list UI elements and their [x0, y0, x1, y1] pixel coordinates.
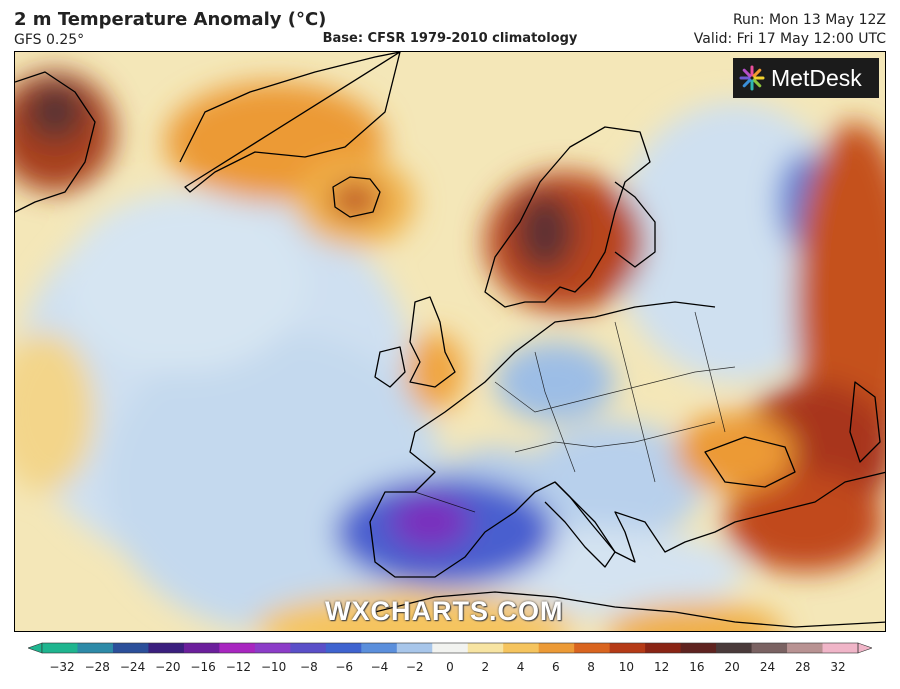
colorbar-swatch: [148, 643, 185, 653]
colorbar-tick-label: −4: [371, 660, 389, 674]
colorbar-arrow-high: [857, 642, 872, 654]
colorbar-swatch: [467, 643, 504, 653]
colorbar-tick-label: −6: [335, 660, 353, 674]
metdesk-star-icon: [739, 65, 765, 91]
colorbar-swatch: [325, 643, 362, 653]
colorbar-tick-label: −8: [300, 660, 318, 674]
colorbar-tick-label: 28: [795, 660, 810, 674]
colorbar-tick-label: −2: [406, 660, 424, 674]
colorbar-swatch: [396, 643, 433, 653]
colorbar-swatch: [645, 643, 682, 653]
model-label: GFS 0.25°: [14, 32, 85, 48]
wxcharts-watermark: WXCHARTS.COM: [325, 596, 564, 626]
colorbar-tick-label: −24: [120, 660, 145, 674]
anomaly-field: [15, 52, 885, 631]
colorbar-swatch: [432, 643, 469, 653]
colorbar-tick-label: −28: [85, 660, 110, 674]
colorbar-tick-label: 2: [481, 660, 489, 674]
colorbar-swatch: [503, 643, 540, 653]
colorbar-tick-label: 8: [587, 660, 595, 674]
colorbar-swatch: [751, 643, 788, 653]
colorbar-swatch: [219, 643, 256, 653]
colorbar-swatch: [822, 643, 859, 653]
colorbar-swatch: [361, 643, 398, 653]
colorbar-tick-label: 6: [552, 660, 560, 674]
colorbar-swatch: [538, 643, 575, 653]
valid-time-label: Valid: Fri 17 May 12:00 UTC: [693, 31, 886, 47]
colorbar-swatch: [183, 643, 220, 653]
colorbar-swatch: [574, 643, 611, 653]
run-time-label: Run: Mon 13 May 12Z: [732, 12, 886, 28]
climatology-base-label: Base: CFSR 1979-2010 climatology: [322, 31, 578, 46]
colorbar-swatch: [42, 643, 78, 653]
colorbar-tick-label: −32: [49, 660, 74, 674]
colorbar-tick-label: −10: [261, 660, 286, 674]
colorbar-tick-label: 0: [446, 660, 454, 674]
colorbar-tick-labels: −32 −28 −24 −20 −16 −12 −10 −8 −6 −4 −2 0 2 4 6 8 10 12 16…: [49, 660, 845, 674]
colorbar-tick-label: −20: [155, 660, 180, 674]
colorbar-tick-label: −16: [190, 660, 215, 674]
colorbar-tick-label: 20: [725, 660, 740, 674]
colorbar-tick-label: 16: [689, 660, 704, 674]
metdesk-logo-text: MetDesk: [771, 64, 862, 91]
colorbar-tick-label: 32: [830, 660, 845, 674]
colorbar-tick-label: −12: [226, 660, 251, 674]
colorbar-tick-label: 4: [517, 660, 525, 674]
anomaly-map: MetDesk WXCHARTS.COM: [14, 51, 886, 632]
colorbar-swatch: [609, 643, 646, 653]
metdesk-logo: MetDesk: [733, 58, 879, 98]
map-title: 2 m Temperature Anomaly (°C): [14, 9, 327, 30]
colorbar-swatch: [680, 643, 717, 653]
colorbar-swatches: [28, 642, 872, 654]
colorbar-tick-label: 12: [654, 660, 669, 674]
colorbar-swatch: [77, 643, 114, 653]
colorbar-swatch: [290, 643, 327, 653]
colorbar-tick-label: 10: [619, 660, 634, 674]
colorbar-swatch: [787, 643, 824, 653]
colorbar-swatch: [112, 643, 149, 653]
colorbar-swatch: [254, 643, 291, 653]
colorbar-tick-label: 24: [760, 660, 775, 674]
colorbar-arrow-low: [28, 642, 43, 654]
colorbar-outline: [41, 642, 859, 654]
colorbar: −32 −28 −24 −20 −16 −12 −10 −8 −6 −4 −2 0 2 4 6 8 10 12 16…: [28, 642, 872, 674]
colorbar-swatch: [716, 643, 753, 653]
